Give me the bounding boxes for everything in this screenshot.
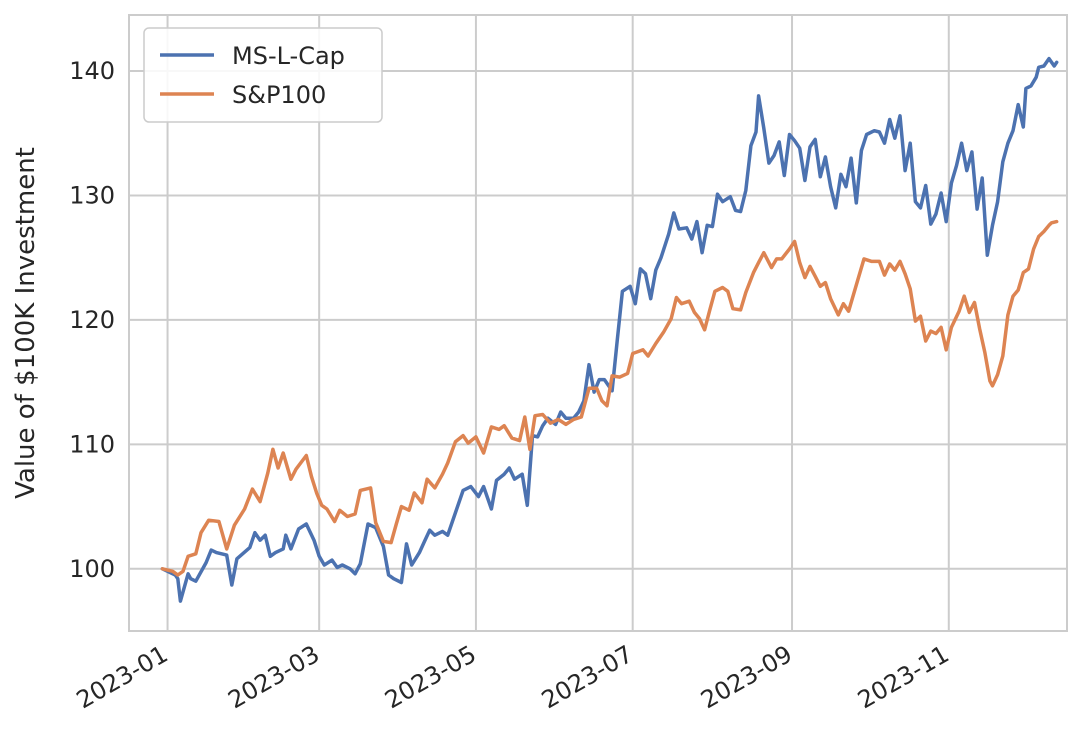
x-tick-label: 2023-09 — [696, 640, 797, 714]
x-tick-label: 2023-11 — [853, 640, 954, 714]
y-tick-label: 100 — [69, 555, 115, 583]
y-tick-label: 140 — [69, 57, 115, 85]
y-tick-label: 110 — [69, 430, 115, 458]
y-tick-label: 130 — [69, 181, 115, 209]
legend-label-ms-l-cap: MS-L-Cap — [232, 42, 345, 70]
x-tick-label: 2023-07 — [537, 640, 638, 714]
legend: MS-L-Cap S&P100 — [143, 27, 383, 123]
y-axis-ticks: 100 110 120 130 140 — [69, 57, 115, 583]
y-tick-label: 120 — [69, 306, 115, 334]
legend-box — [143, 27, 383, 123]
series-line-ms-l-cap — [160, 56, 1059, 603]
x-tick-label: 2023-01 — [72, 640, 173, 714]
y-axis-title: Value of $100K Investment — [11, 147, 41, 499]
legend-label-sp100: S&P100 — [232, 81, 326, 109]
x-axis-ticks: 2023-01 2023-03 2023-05 2023-07 2023-09 2023-… — [72, 640, 954, 714]
series-lines — [160, 56, 1059, 603]
series-line-s-p100 — [160, 219, 1059, 577]
x-tick-label: 2023-03 — [223, 640, 324, 714]
x-tick-label: 2023-05 — [380, 640, 481, 714]
